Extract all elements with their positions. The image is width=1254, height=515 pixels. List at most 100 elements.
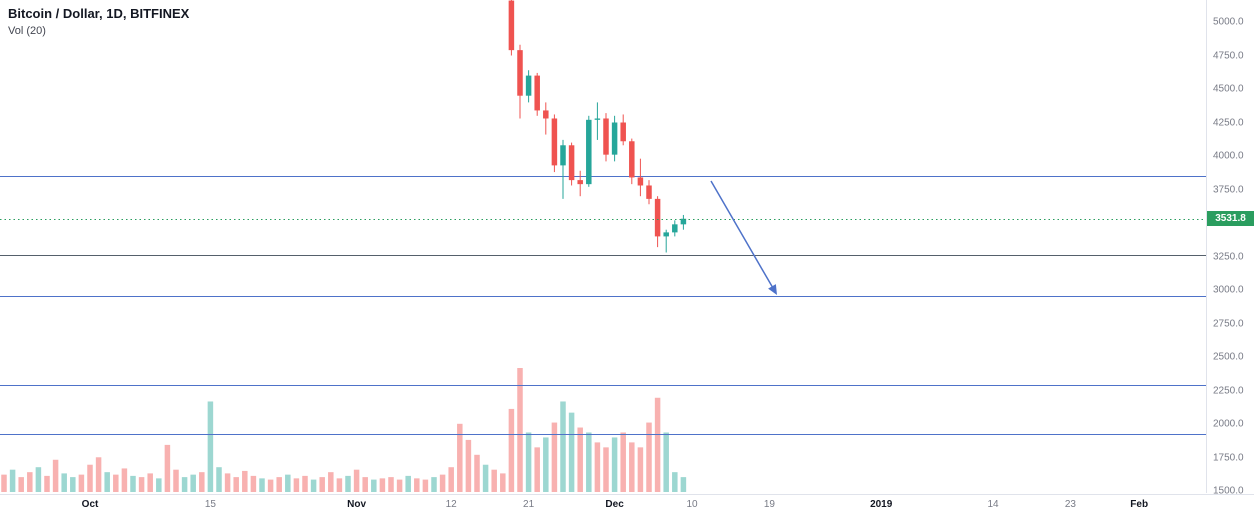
volume-bar (586, 432, 592, 492)
candle-body (543, 110, 549, 119)
volume-bar (130, 475, 136, 492)
candle-body (646, 185, 652, 199)
price-axis-label: 3000.0 (1213, 284, 1244, 296)
volume-bar (190, 474, 196, 492)
volume-bar (173, 469, 179, 492)
volume-bar (224, 473, 231, 492)
price-axis-label: 2250.0 (1213, 385, 1244, 396)
chart-plot-area[interactable]: Bitcoin / Dollar, 1D, BITFINEX Vol (20) (0, 0, 1207, 493)
time-axis-label: Feb (1130, 499, 1149, 510)
volume-bar (457, 423, 463, 492)
volume-bar (259, 478, 265, 492)
price-axis-label: 3750.0 (1213, 184, 1244, 195)
candle-body (637, 177, 644, 186)
candle-body (654, 198, 661, 237)
volume-bar (336, 478, 343, 492)
candle-body (577, 180, 583, 185)
volume-bar (654, 397, 661, 492)
price-axis-label: 1500.0 (1213, 485, 1244, 497)
volume-bar (199, 472, 205, 492)
volume-bar (672, 472, 678, 492)
volume-bar (508, 408, 515, 492)
volume-bar (293, 478, 300, 492)
volume-bar (577, 427, 583, 492)
candle-body (620, 122, 626, 142)
candle-body (611, 122, 618, 155)
volume-bar (9, 469, 16, 492)
symbol-title[interactable]: Bitcoin / Dollar, 1D, BITFINEX (8, 6, 190, 21)
volume-bar (78, 474, 85, 492)
volume-bar (18, 477, 24, 492)
volume-bar (61, 473, 67, 492)
price-axis-label: 4250.0 (1213, 117, 1244, 128)
volume-bar (302, 475, 308, 492)
volume-bar (405, 475, 411, 492)
volume-bar (551, 422, 558, 492)
volume-bar (285, 474, 291, 492)
volume-bar (250, 475, 257, 492)
volume-bar (353, 469, 360, 492)
volume-bar (87, 464, 93, 492)
volume-bar (663, 432, 669, 492)
candle-body (525, 75, 532, 96)
volume-bar (560, 401, 566, 492)
time-axis-label: Nov (347, 499, 367, 510)
candle-body (672, 224, 678, 233)
volume-bar (637, 447, 644, 492)
price-axis-label: 5000.0 (1213, 16, 1244, 28)
volume-indicator-label[interactable]: Vol (20) (8, 25, 46, 37)
volume-bar (35, 467, 42, 492)
volume-bar (121, 468, 128, 492)
candle-body (568, 145, 575, 181)
trend-arrow-head[interactable] (768, 284, 777, 295)
price-axis-label: 1750.0 (1213, 452, 1244, 463)
volume-bar (500, 473, 506, 492)
price-axis-label: 2000.0 (1213, 418, 1244, 430)
candle-body (629, 141, 635, 178)
current-price-badge: 3531.8 (1207, 211, 1254, 227)
volume-bar (207, 401, 214, 492)
time-axis-label: 14 (987, 499, 999, 510)
price-axis-label: 4750.0 (1213, 50, 1244, 61)
volume-bar (1, 474, 7, 492)
price-axis-label: 3250.0 (1213, 251, 1244, 262)
time-axis-label: 21 (523, 499, 535, 510)
volume-bar (414, 478, 420, 492)
volume-bar (138, 477, 145, 492)
time-axis-label: 19 (763, 499, 775, 510)
volume-bar (345, 475, 351, 492)
volume-bar (181, 477, 188, 492)
time-axis-label: 2019 (870, 499, 893, 510)
candle-body (680, 218, 687, 225)
price-axis-label: 2500.0 (1213, 351, 1244, 363)
volume-bar (517, 368, 523, 492)
volume-bar (147, 473, 153, 492)
volume-bar (603, 447, 609, 492)
volume-bar (629, 442, 635, 492)
volume-bar (646, 422, 652, 492)
volume-bar (27, 472, 33, 492)
volume-bar (52, 459, 59, 492)
volume-bar (525, 432, 532, 492)
candle-body (551, 118, 558, 166)
price-axis-label: 4500.0 (1213, 83, 1244, 95)
volume-bar (242, 470, 248, 492)
volume-bar (611, 437, 618, 492)
time-axis-label: 10 (686, 499, 698, 510)
candle-body (594, 118, 601, 120)
trend-arrow-line[interactable] (710, 180, 775, 291)
time-axis-label: 12 (445, 499, 457, 510)
time-axis[interactable]: Oct 15 Nov 12 21 Dec 10 19 2019 14 23 Feb (0, 494, 1254, 515)
price-axis[interactable]: 3531.8 5000.0 4750.0 4500.0 4250.0 4000.0 375… (1207, 0, 1254, 497)
candle-body (560, 145, 566, 166)
volume-bar (233, 477, 239, 492)
candle-body (534, 75, 540, 111)
volume-bar (474, 454, 480, 492)
volume-bar (620, 432, 626, 492)
time-axis-label: Oct (81, 499, 99, 510)
chart-canvas[interactable] (0, 0, 1206, 493)
volume-bar (388, 477, 394, 492)
volume-bar (448, 467, 454, 492)
volume-bar (680, 477, 687, 492)
